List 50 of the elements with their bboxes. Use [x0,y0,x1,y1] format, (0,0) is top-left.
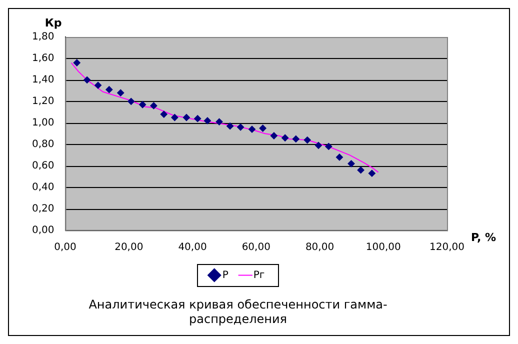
point [128,98,135,105]
point [292,135,300,142]
point [204,117,211,124]
point [357,166,364,174]
point [160,110,168,118]
text: Аналитическая кривая обеспеченности гамма-распределения [88,298,388,326]
point [94,82,102,89]
point [194,115,202,122]
y-tick-label: 0,00 [32,224,54,236]
point [150,102,158,110]
y-tick-label: 0,80 [32,138,54,150]
y-tick-label: 0,60 [32,160,54,172]
y-tick-label: 1,40 [32,74,54,86]
y-tick-label: 0,40 [32,182,54,193]
point [139,101,146,108]
point [325,142,332,150]
point [368,170,376,177]
point [248,126,256,133]
y-tick-label: 1,80 [32,32,54,43]
point [304,136,311,144]
x-axis-title: P, % [471,231,496,244]
point [171,114,178,121]
y-tick-label: 1,60 [32,53,54,64]
point [117,89,124,96]
point [270,132,278,140]
point [84,76,91,84]
y-tick-label: 0,20 [32,203,54,214]
x-tick-label: 100,00 [366,242,401,253]
point [259,124,266,132]
point [106,86,113,94]
x-tick-label: 40,00 [178,242,207,253]
y-tick-label: 1,00 [32,117,54,128]
x-tick-label: 80,00 [305,242,334,253]
point [216,118,223,126]
point [237,124,244,131]
point [282,134,289,142]
x-tick-label: 60,00 [242,242,270,253]
point [314,142,322,149]
x-tick-label: 120,00 [430,242,464,253]
legend-label: P [222,270,228,281]
point [226,122,234,130]
y-tick-label: 1,20 [32,96,54,107]
point [348,160,355,168]
point [336,154,343,161]
point [73,59,80,66]
point [182,114,190,121]
x-tick-label: 20,00 [114,242,144,253]
x-tick-label: 0,00 [54,242,76,253]
legend-label: Pг [253,270,265,281]
y-axis-title: Кр [44,16,62,30]
